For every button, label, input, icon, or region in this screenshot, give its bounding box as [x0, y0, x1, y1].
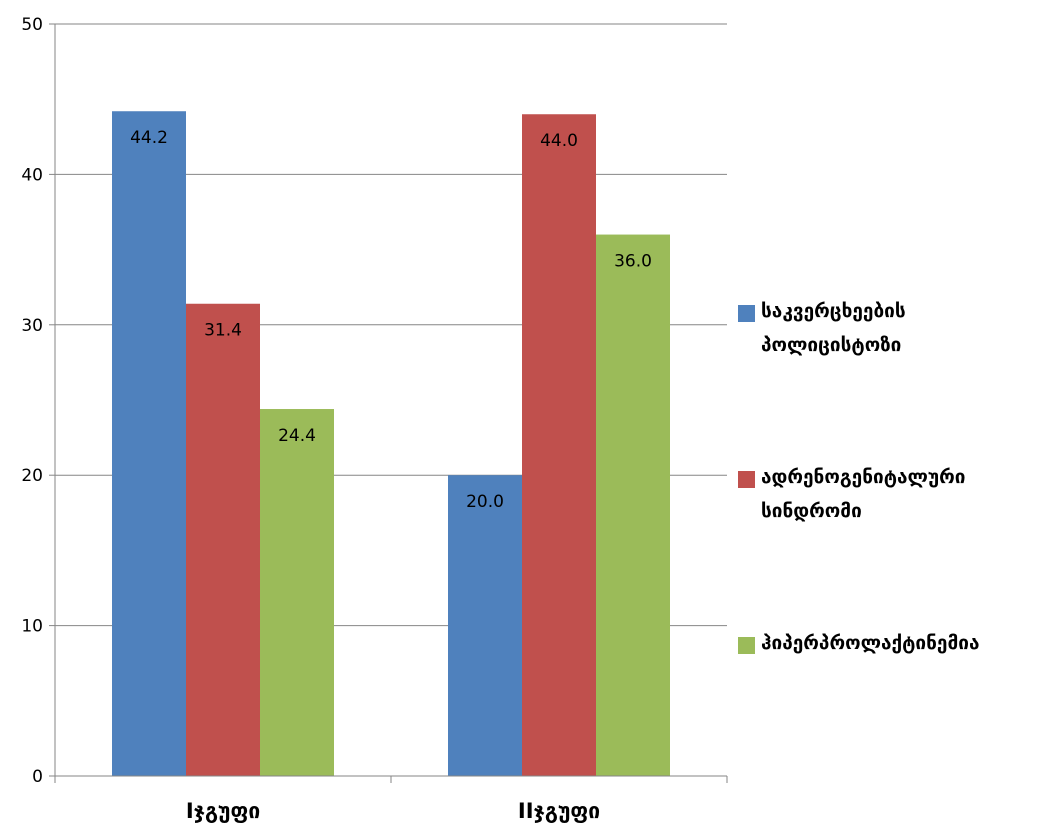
- legend-label-series-1: საკვერცხეების პოლიცისტოზი: [761, 300, 906, 356]
- legend-item-series-2: ადრენოგენიტალური სინდრომი: [738, 466, 1041, 528]
- y-tick-label: 20: [21, 466, 43, 486]
- bar-2-2: [522, 114, 596, 777]
- y-tick-label: 0: [32, 767, 43, 787]
- data-label: 36.0: [614, 252, 652, 272]
- bar-3-2: [596, 234, 670, 776]
- y-axis-ticks: 0 10 20 30 40 50: [21, 15, 55, 787]
- legend-swatch-series-3: [738, 637, 755, 654]
- bar-2-1: [186, 303, 260, 776]
- data-label: 44.0: [540, 131, 578, 151]
- bars: [112, 111, 670, 777]
- legend-label-series-3: ჰიპერპროლაქტინემია: [761, 632, 980, 654]
- data-label: 24.4: [278, 426, 316, 446]
- legend-item-series-1: საკვერცხეების პოლიცისტოზი: [738, 300, 1041, 362]
- legend: საკვერცხეების პოლიცისტოზი ადრენოგენიტალუ…: [738, 0, 1043, 828]
- data-labels: 44.2 31.4 24.4 20.0 44.0 36.0: [130, 128, 652, 512]
- bar-1-1: [112, 111, 186, 777]
- bar-1-2: [448, 475, 522, 776]
- bar-3-1: [260, 409, 334, 776]
- y-tick-label: 40: [21, 165, 43, 185]
- bar-chart: 0 10 20 30 40 50 Iჯგუფი IIჯგუფი 44.2 31.4 24.4 20…: [21, 15, 728, 823]
- legend-label-series-2: ადრენოგენიტალური სინდრომი: [761, 466, 966, 522]
- legend-item-series-3: ჰიპერპროლაქტინემია: [738, 632, 1041, 660]
- x-tick-label: IIჯგუფი: [518, 799, 600, 823]
- legend-swatch-series-1: [738, 305, 755, 322]
- legend-swatch-series-2: [738, 471, 755, 488]
- data-label: 31.4: [204, 321, 242, 341]
- y-tick-label: 50: [21, 15, 43, 35]
- data-label: 44.2: [130, 128, 168, 148]
- y-tick-label: 10: [21, 617, 43, 637]
- data-label: 20.0: [466, 492, 504, 512]
- x-tick-label: Iჯგუფი: [186, 799, 260, 823]
- y-tick-label: 30: [21, 316, 43, 336]
- x-axis-ticks: Iჯგუფი IIჯგუფი: [54, 776, 728, 823]
